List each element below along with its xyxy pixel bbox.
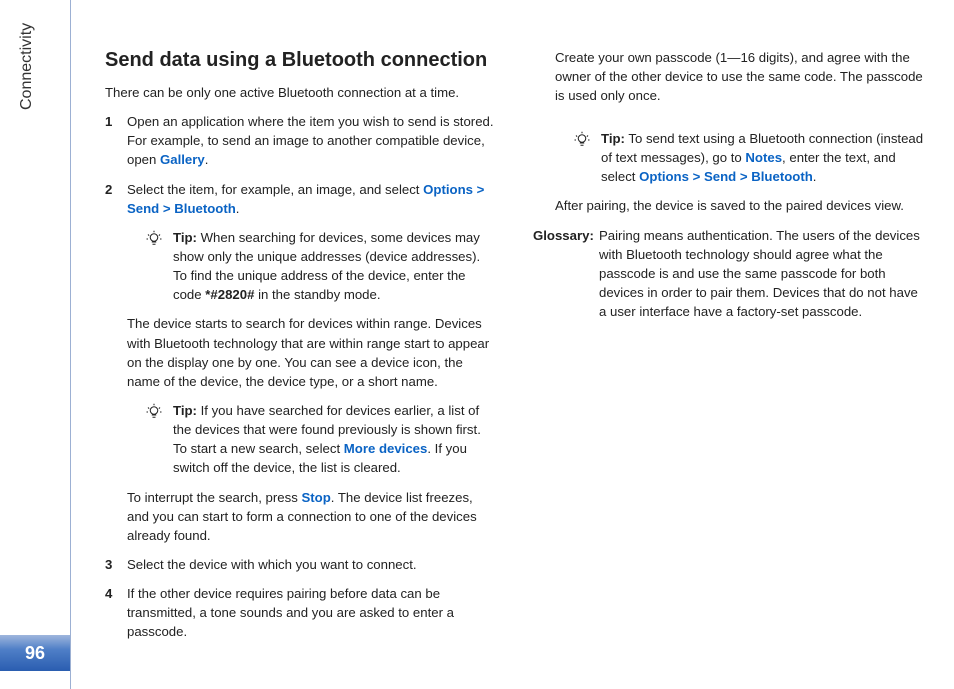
link-gallery: Gallery xyxy=(160,152,205,167)
text: . xyxy=(236,201,240,216)
intro-paragraph: There can be only one active Bluetooth c… xyxy=(105,83,497,102)
paragraph: If the other device requires pairing bef… xyxy=(127,584,497,641)
step-body: Select the item, for example, an image, … xyxy=(127,180,497,218)
link-options-send-bluetooth: Options > Send > Bluetooth xyxy=(639,169,813,184)
step-1: 1 Open an application where the item you… xyxy=(105,112,497,169)
text: in the standby mode. xyxy=(254,287,380,302)
paragraph: To interrupt the search, press Stop. The… xyxy=(127,488,497,545)
tip-body: Tip: To send text using a Bluetooth conn… xyxy=(601,129,925,186)
section-side-label: Connectivity xyxy=(18,23,36,110)
tip-label: Tip: xyxy=(173,403,197,418)
lightbulb-icon xyxy=(573,129,601,186)
link-stop: Stop xyxy=(301,490,330,505)
tip-label: Tip: xyxy=(173,230,197,245)
text: . xyxy=(205,152,209,167)
code-literal: *#2820# xyxy=(205,287,254,302)
tip-block-3: Tip: To send text using a Bluetooth conn… xyxy=(573,129,925,186)
step-3: 3 Select the device with which you want … xyxy=(105,555,497,574)
step-2: 2 Select the item, for example, an image… xyxy=(105,180,497,218)
text: Select the item, for example, an image, … xyxy=(127,182,423,197)
paragraph: The device starts to search for devices … xyxy=(127,314,497,391)
two-column-content: Send data using a Bluetooth connection T… xyxy=(105,48,925,648)
link-more-devices: More devices xyxy=(344,441,428,456)
step-number: 3 xyxy=(105,555,127,574)
paragraph: Create your own passcode (1—16 digits), … xyxy=(555,48,925,105)
paragraph: After pairing, the device is saved to th… xyxy=(555,196,925,215)
text: . xyxy=(813,169,817,184)
lightbulb-icon xyxy=(145,228,173,305)
lightbulb-icon xyxy=(145,401,173,478)
glossary-text: Pairing means authentication. The users … xyxy=(599,226,925,322)
glossary-label: Glossary: xyxy=(533,226,599,322)
glossary-block: Glossary: Pairing means authentication. … xyxy=(533,226,925,322)
page-number-badge: 96 xyxy=(0,635,70,671)
step-number: 2 xyxy=(105,180,127,218)
section-heading: Send data using a Bluetooth connection xyxy=(105,48,497,73)
tip-body: Tip: If you have searched for devices ea… xyxy=(173,401,497,478)
manual-page: Connectivity 96 Send data using a Blueto… xyxy=(0,0,954,689)
step-body: Open an application where the item you w… xyxy=(127,112,497,169)
vertical-rule xyxy=(70,0,71,689)
tip-block-2: Tip: If you have searched for devices ea… xyxy=(145,401,497,478)
page-number: 96 xyxy=(25,643,45,664)
tip-body: Tip: When searching for devices, some de… xyxy=(173,228,497,305)
step-body: Select the device with which you want to… xyxy=(127,555,497,574)
step-number: 1 xyxy=(105,112,127,169)
tip-label: Tip: xyxy=(601,131,625,146)
text: To interrupt the search, press xyxy=(127,490,301,505)
tip-block-1: Tip: When searching for devices, some de… xyxy=(145,228,497,305)
link-notes: Notes xyxy=(745,150,782,165)
